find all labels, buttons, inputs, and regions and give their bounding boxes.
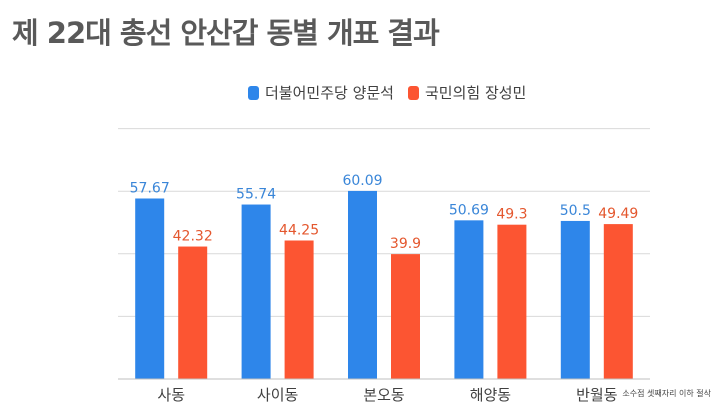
bar-series1-1 xyxy=(135,198,165,379)
bar-series2-5 xyxy=(603,224,633,379)
legend-item-series2: 국민의힘 장성민 xyxy=(407,82,527,103)
page-title: 제 22대 총선 안산갑 동별 개표 결과 xyxy=(12,16,440,50)
x-tick-label-3: 본오동 xyxy=(363,386,405,403)
x-tick-label-1: 사동 xyxy=(157,386,185,403)
bar-series1-3 xyxy=(348,190,377,379)
footnote: 소수점 셋째자리 이하 절삭 xyxy=(622,389,711,398)
legend-label-series2: 국민의힘 장성민 xyxy=(424,84,527,102)
chart-legend: 더불어민주당 양문석 국민의힘 장성민 xyxy=(248,82,540,103)
data-label-series2-2: 44.25 xyxy=(279,222,319,238)
bar-series2-3 xyxy=(391,254,420,379)
data-label-series1-5: 50.5 xyxy=(560,203,591,219)
bar-series1-4 xyxy=(454,220,484,379)
bar-series1-5 xyxy=(560,220,590,379)
x-tick-label-5: 반월동 xyxy=(576,386,618,403)
legend-swatch-series2 xyxy=(407,85,419,100)
data-label-series2-1: 42.32 xyxy=(173,229,213,245)
legend-item-series1: 더불어민주당 양문석 xyxy=(248,82,394,103)
data-label-series1-1: 57.67 xyxy=(130,180,170,196)
data-label-series2-4: 49.3 xyxy=(496,207,527,223)
bar-series2-2 xyxy=(284,240,314,379)
x-tick-label-4: 해양동 xyxy=(470,386,512,403)
data-label-series1-2: 55.74 xyxy=(236,187,276,203)
data-label-series2-3: 39.9 xyxy=(390,236,421,252)
bar-series2-1 xyxy=(178,246,208,379)
x-tick-label-2: 사이동 xyxy=(257,386,299,403)
bar-series1-2 xyxy=(241,204,271,379)
data-label-series2-5: 49.49 xyxy=(598,206,638,222)
bar-series2-4 xyxy=(497,224,527,379)
legend-label-series1: 더불어민주당 양문석 xyxy=(265,84,394,102)
data-label-series1-4: 50.69 xyxy=(449,202,489,218)
data-label-series1-3: 60.09 xyxy=(342,173,382,189)
legend-swatch-series1 xyxy=(248,85,259,100)
